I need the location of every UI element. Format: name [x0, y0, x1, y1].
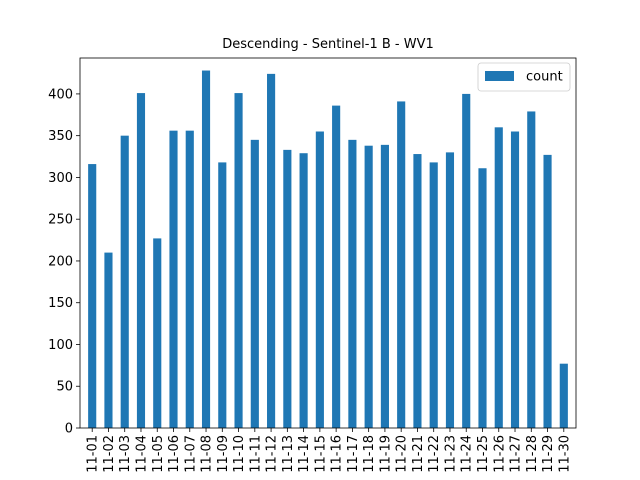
- bar-11-18: [364, 145, 373, 428]
- bar-11-06: [169, 130, 178, 428]
- x-tick-label: 11-26: [492, 435, 507, 473]
- x-tick-label: 11-09: [216, 435, 231, 473]
- x-tick-label: 11-02: [102, 435, 117, 473]
- legend-box: [477, 62, 571, 92]
- bar-11-15: [315, 131, 324, 428]
- legend: count: [477, 62, 571, 92]
- x-tick-label: 11-08: [200, 435, 215, 473]
- x-tick-label: 11-03: [118, 435, 133, 473]
- x-tick-label: 11-07: [183, 435, 198, 473]
- bar-11-11: [250, 139, 259, 428]
- x-tick-label: 11-27: [509, 435, 524, 473]
- x-tick-label: 11-12: [265, 435, 280, 473]
- y-tick-label: 0: [65, 422, 73, 437]
- x-tick-label: 11-04: [134, 435, 149, 473]
- x-tick-label: 11-19: [378, 435, 393, 473]
- bar-11-21: [413, 154, 422, 429]
- bar-11-29: [543, 154, 552, 428]
- x-tick-label: 11-10: [232, 435, 247, 473]
- bar-11-10: [234, 93, 243, 428]
- x-tick-label: 11-05: [151, 435, 166, 473]
- bar-11-17: [348, 139, 357, 428]
- x-tick-label: 11-17: [346, 435, 361, 473]
- bar-11-23: [445, 152, 455, 428]
- y-tick-label: 300: [48, 171, 73, 186]
- bar-11-19: [380, 144, 389, 429]
- bar-11-14: [299, 153, 308, 428]
- bar-11-03: [120, 135, 129, 429]
- legend-label-count: count: [526, 70, 563, 85]
- bar-11-02: [104, 252, 113, 428]
- y-tick-label: 100: [48, 338, 73, 353]
- x-tick-label: 11-24: [460, 435, 475, 473]
- bar-11-20: [397, 101, 406, 429]
- bar-11-08: [201, 70, 211, 428]
- x-tick-label: 11-06: [167, 435, 182, 473]
- x-tick-label: 11-14: [297, 435, 312, 473]
- x-tick-label: 11-22: [427, 435, 442, 473]
- x-tick-label: 11-28: [525, 435, 540, 473]
- bars-group: [88, 70, 568, 429]
- legend-swatch: [485, 71, 514, 81]
- bar-11-04: [136, 93, 146, 428]
- x-tick-label: 11-23: [443, 435, 458, 473]
- bar-11-25: [478, 168, 487, 428]
- y-tick-label: 200: [48, 254, 73, 269]
- x-axis: 11-01 11-02 11-03 11-04 11-05 11-06 11-07 11-08…: [86, 428, 572, 473]
- bar-11-28: [527, 111, 536, 428]
- y-tick-label: 400: [48, 87, 73, 102]
- bar-11-30: [559, 363, 568, 428]
- bar-11-13: [283, 149, 292, 428]
- x-tick-label: 11-01: [86, 435, 101, 473]
- y-axis: 0 50 100 150 200 250 300 350 400: [48, 87, 80, 437]
- x-tick-label: 11-13: [281, 435, 296, 473]
- y-tick-label: 150: [48, 296, 73, 311]
- bar-11-27: [510, 131, 520, 428]
- x-tick-label: 11-21: [411, 435, 426, 473]
- x-tick-label: 11-29: [541, 435, 556, 473]
- bar-11-12: [267, 73, 276, 429]
- bar-11-05: [153, 238, 162, 428]
- x-tick-label: 11-16: [330, 435, 345, 473]
- x-tick-label: 11-30: [557, 435, 572, 473]
- bar-11-09: [218, 162, 227, 428]
- x-tick-label: 11-20: [395, 435, 410, 473]
- bar-11-01: [88, 164, 97, 428]
- chart-title: Descending - Sentinel-1 B - WV1: [222, 37, 434, 52]
- x-tick-label: 11-18: [362, 435, 377, 473]
- x-tick-label: 11-25: [476, 435, 491, 473]
- bar-11-16: [332, 105, 341, 429]
- y-tick-label: 50: [56, 380, 73, 395]
- y-tick-label: 350: [48, 129, 73, 144]
- bar-11-24: [462, 93, 471, 428]
- x-tick-label: 11-11: [248, 435, 263, 473]
- bar-11-22: [429, 162, 438, 428]
- bar-11-26: [494, 127, 503, 428]
- y-tick-label: 250: [48, 213, 73, 228]
- x-tick-label: 11-15: [313, 435, 328, 473]
- bar-11-07: [185, 130, 194, 428]
- plot-frame: [79, 57, 577, 429]
